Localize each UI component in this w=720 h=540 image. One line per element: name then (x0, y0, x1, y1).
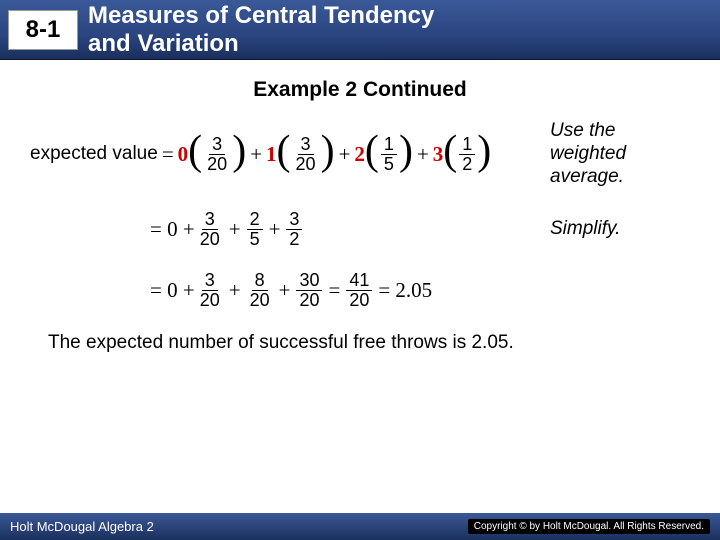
equation-row-3: = 0 + 320 + 820 + 3020 = 4120 = 2.05 (30, 271, 690, 310)
paren-close-3: ) (477, 135, 491, 169)
eq1-frac1: 320 (293, 135, 319, 174)
simplify-step-1: = 0 + 320 + 25 + 32 (150, 210, 304, 249)
slide-footer: Holt McDougal Algebra 2 Copyright © by H… (0, 512, 720, 540)
eq1-term1-coef: 1 (266, 142, 277, 167)
eq1-plus1: + (250, 142, 262, 167)
eq3-tail: = 2.05 (378, 278, 432, 303)
eq1-term0-coef: 0 (178, 142, 189, 167)
paren-open-2: ( (365, 135, 379, 169)
chapter-number-box: 8-1 (8, 10, 78, 50)
simplify-step-2: = 0 + 320 + 820 + 3020 = 4120 = 2.05 (150, 271, 432, 310)
paren-open-1: ( (277, 135, 291, 169)
eq2-plus1: + (229, 217, 241, 242)
eq3-frac3: 4120 (346, 271, 372, 310)
annotation-1: Use the weighted average. (550, 120, 690, 188)
eq1-equals: = (162, 142, 174, 167)
conclusion-text: The expected number of successful free t… (48, 332, 672, 354)
paren-close-1: ) (321, 135, 335, 169)
eq1-plus2: + (339, 142, 351, 167)
example-title: Example 2 Continued (0, 78, 720, 102)
eq1-plus3: + (417, 142, 429, 167)
slide-header: 8-1 Measures of Central Tendency and Var… (0, 0, 720, 60)
eq2-pre: = 0 + (150, 217, 195, 242)
eq3-plus2: + (279, 278, 291, 303)
eq1-frac3: 12 (459, 135, 475, 174)
footer-copyright: Copyright © by Holt McDougal. All Rights… (468, 519, 710, 534)
eq1-term3-coef: 3 (433, 142, 444, 167)
equation-row-2: = 0 + 320 + 25 + 32 Simplify. (30, 210, 690, 249)
footer-textbook-name: Holt McDougal Algebra 2 (10, 519, 154, 534)
equation-row-1: expected value = 0 ( 320 ) + 1 ( 320 ) +… (30, 120, 690, 188)
header-title: Measures of Central Tendency and Variati… (88, 2, 434, 57)
eq3-eq1: = (328, 278, 340, 303)
eq2-frac2: 32 (286, 210, 302, 249)
annotation-2: Simplify. (550, 218, 690, 241)
header-title-line1: Measures of Central Tendency (88, 2, 434, 29)
chapter-number: 8-1 (26, 16, 61, 44)
eq1-label: expected value (30, 143, 158, 165)
expected-value-equation: expected value = 0 ( 320 ) + 1 ( 320 ) +… (30, 135, 491, 174)
paren-open-3: ( (443, 135, 457, 169)
paren-close-2: ) (399, 135, 413, 169)
eq3-frac1: 820 (247, 271, 273, 310)
eq1-frac2: 15 (381, 135, 397, 174)
eq3-frac0: 320 (197, 271, 223, 310)
paren-open-0: ( (188, 135, 202, 169)
eq2-frac1: 25 (247, 210, 263, 249)
content-area: expected value = 0 ( 320 ) + 1 ( 320 ) +… (0, 102, 720, 354)
eq3-frac2: 3020 (296, 271, 322, 310)
eq3-plus1: + (229, 278, 241, 303)
eq1-frac0: 320 (204, 135, 230, 174)
eq1-term2-coef: 2 (354, 142, 365, 167)
eq2-plus2: + (269, 217, 281, 242)
paren-close-0: ) (232, 135, 246, 169)
eq3-pre: = 0 + (150, 278, 195, 303)
eq2-frac0: 320 (197, 210, 223, 249)
header-title-line2: and Variation (88, 30, 239, 57)
